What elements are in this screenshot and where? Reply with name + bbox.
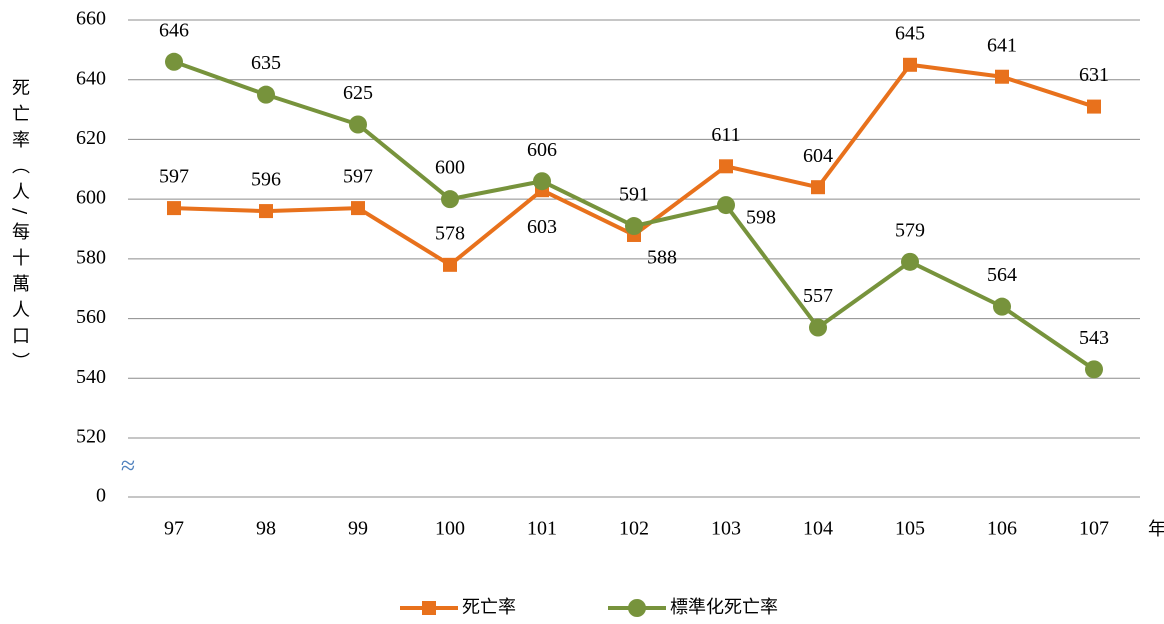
- data-label: 597: [159, 166, 189, 188]
- x-unit: 年: [1148, 519, 1164, 540]
- point: [533, 172, 551, 191]
- data-label: 579: [895, 219, 925, 241]
- point: [165, 52, 183, 71]
- point: [993, 297, 1011, 316]
- x-tick-label: 101: [527, 518, 557, 540]
- data-label: 646: [159, 19, 189, 41]
- data-label: 611: [711, 124, 740, 146]
- legend-marker: [422, 601, 436, 615]
- data-label: 645: [895, 22, 925, 44]
- data-label: 625: [343, 82, 373, 104]
- x-tick-label: 99: [348, 518, 368, 540]
- y-tick-label: 640: [76, 67, 106, 89]
- legend-marker: [628, 599, 646, 617]
- point: [443, 257, 457, 272]
- x-tick-label: 98: [256, 518, 276, 540]
- y-tick-label: 660: [76, 8, 106, 30]
- data-label: 588: [647, 247, 677, 269]
- data-label: 631: [1079, 64, 1109, 86]
- data-label: 606: [527, 139, 557, 161]
- legend-label: 死亡率: [462, 597, 516, 618]
- series-line: [173, 59, 1096, 371]
- y-tick-label: 600: [76, 187, 106, 209]
- x-tick-label: 100: [435, 518, 465, 540]
- data-label: 557: [803, 285, 833, 307]
- x-tick-label: 97: [164, 518, 184, 540]
- point: [351, 201, 365, 216]
- point: [901, 252, 919, 271]
- x-tick-label: 107: [1079, 518, 1109, 540]
- data-label: 564: [987, 264, 1017, 286]
- point: [257, 85, 275, 104]
- data-label: 543: [1079, 327, 1109, 349]
- point: [811, 180, 825, 195]
- data-label: 641: [987, 34, 1017, 56]
- data-label: 578: [435, 222, 465, 244]
- point: [717, 196, 735, 215]
- data-label: 591: [619, 184, 649, 206]
- point: [1087, 99, 1101, 114]
- x-tick-label: 104: [803, 518, 833, 540]
- axis-break-symbol: ≈: [121, 451, 135, 480]
- point: [1085, 360, 1103, 379]
- legend-label: 標準化死亡率: [670, 597, 778, 618]
- data-label: 603: [527, 216, 557, 238]
- point: [995, 69, 1009, 84]
- point: [625, 217, 643, 236]
- y-tick-label: 580: [76, 246, 106, 268]
- y-tick-label: 540: [76, 366, 106, 388]
- x-tick-label: 105: [895, 518, 925, 540]
- y-axis-label: 死亡率（人/每十萬人口）: [9, 78, 30, 379]
- point: [441, 190, 459, 209]
- data-label: 596: [251, 169, 281, 191]
- data-label: 598: [746, 207, 776, 229]
- x-tick-label: 103: [711, 518, 741, 540]
- data-label: 597: [343, 166, 373, 188]
- point: [167, 201, 181, 216]
- point: [719, 159, 733, 174]
- y-tick-label: 560: [76, 306, 106, 328]
- x-tick-label: 102: [619, 518, 649, 540]
- x-tick-label: 106: [987, 518, 1017, 540]
- data-label: 600: [435, 157, 465, 179]
- point: [349, 115, 367, 134]
- data-label: 604: [803, 145, 833, 167]
- data-label: 635: [251, 52, 281, 74]
- y-tick-label: 620: [76, 127, 106, 149]
- point: [259, 204, 273, 219]
- y-tick-label: 0: [96, 485, 106, 507]
- point: [903, 57, 917, 72]
- y-tick-label: 520: [76, 426, 106, 448]
- point: [809, 318, 827, 337]
